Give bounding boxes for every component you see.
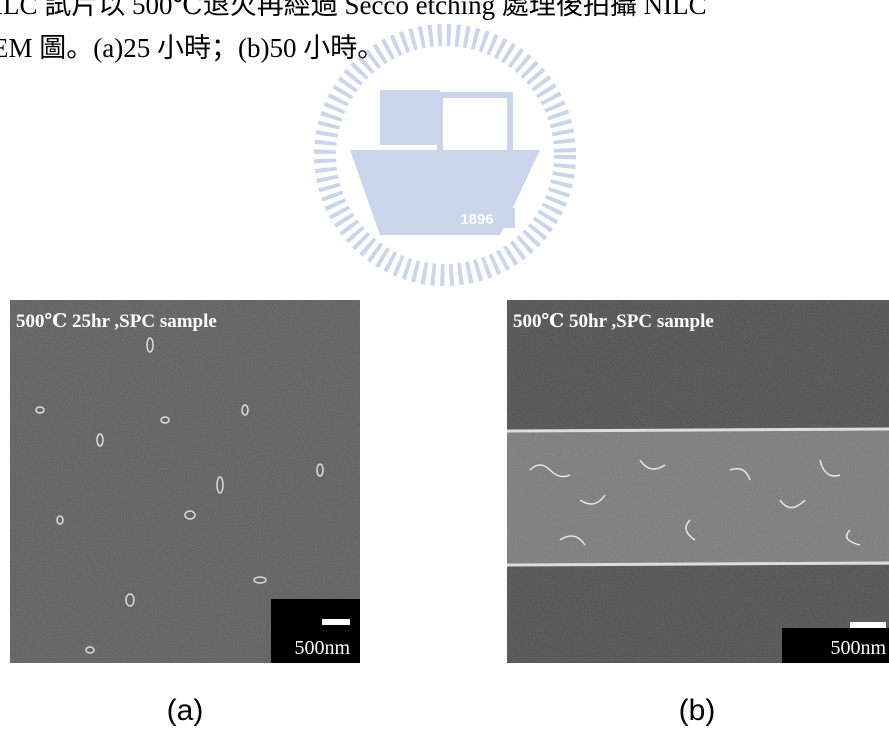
- image-label: 500℃ 25hr ,SPC sample: [16, 311, 217, 332]
- caption-line: EM 圖。(a)25 小時；(b)50 小時。: [0, 33, 384, 63]
- sem-image: 500℃ 25hr ,SPC sample 500nm: [10, 300, 360, 663]
- scale-bar-label: 500nm: [294, 637, 350, 659]
- document: ILC 試片以 500℃退火再經過 Secco etching 處理後拍攝 NI…: [0, 0, 889, 754]
- figure-caption: (a): [167, 694, 204, 727]
- sem-image: 500℃ 50hr ,SPC sample 500nm: [507, 300, 889, 663]
- watermark-year: 1896: [460, 211, 493, 228]
- scale-bar-label: 500nm: [830, 637, 886, 659]
- page: ILC 試片以 500℃退火再經過 Secco etching 處理後拍攝 NI…: [0, 0, 889, 754]
- image-label: 500℃ 50hr ,SPC sample: [513, 311, 714, 332]
- figure-caption: (b): [679, 694, 716, 727]
- watermark-logo: 1896: [325, 35, 565, 275]
- caption-line: ILC 試片以 500℃退火再經過 Secco etching 處理後拍攝 NI…: [0, 0, 707, 20]
